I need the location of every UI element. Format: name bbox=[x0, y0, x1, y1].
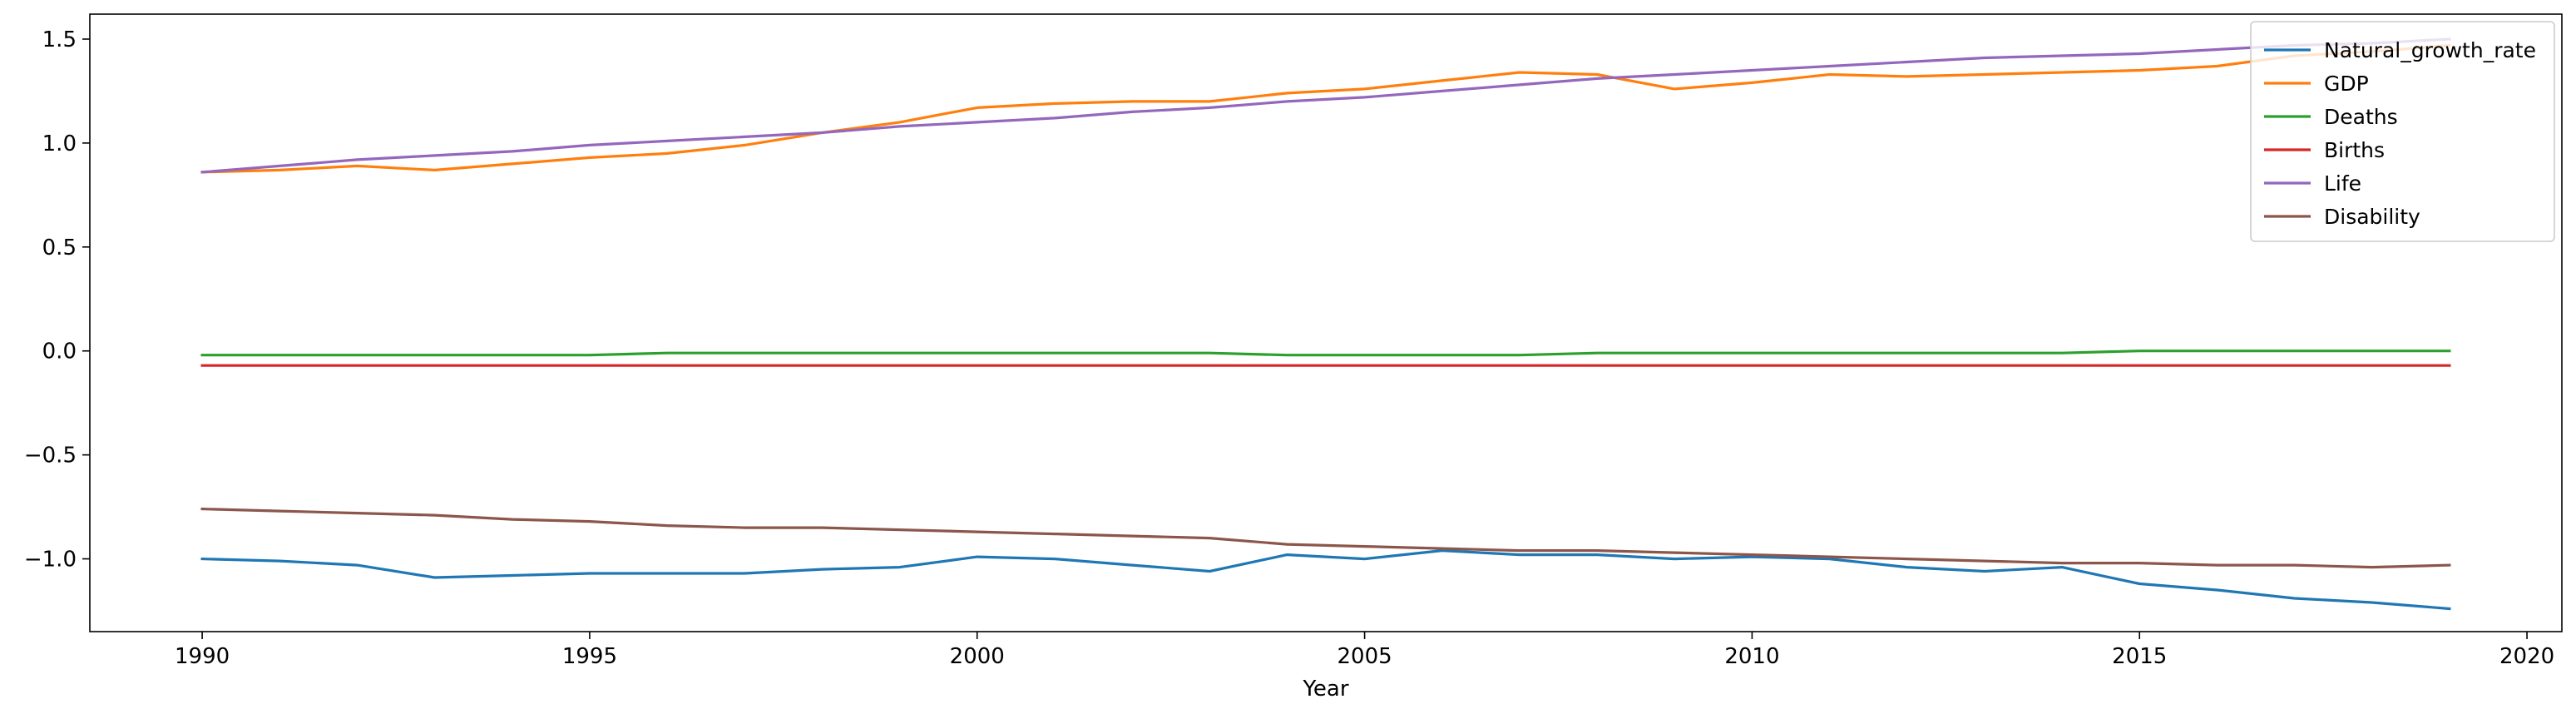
series-layer bbox=[200, 37, 2451, 611]
legend-label-life: Life bbox=[2324, 171, 2361, 196]
x-tick-label-2015: 2015 bbox=[2112, 644, 2167, 669]
x-axis: 1990 1995 2000 2005 2010 2015 2020 bbox=[175, 632, 2554, 669]
plot-area bbox=[90, 14, 2562, 632]
legend-label-natural-growth-rate: Natural_growth_rate bbox=[2324, 38, 2536, 62]
y-tick-label-5: −1.0 bbox=[24, 548, 77, 573]
legend-label-gdp: GDP bbox=[2324, 72, 2369, 96]
x-tick-label-2020: 2020 bbox=[2499, 644, 2554, 669]
y-tick-label-4: −0.5 bbox=[24, 444, 77, 469]
y-axis: 1.5 1.0 0.5 0.0 −0.5 −1.0 bbox=[24, 27, 90, 573]
legend: Natural_growth_rate GDP Deaths Births Life Di… bbox=[2250, 21, 2555, 242]
x-axis-title: Year bbox=[1302, 677, 1348, 702]
y-tick-label-0: 1.5 bbox=[42, 27, 77, 52]
y-tick-label-1: 1.0 bbox=[42, 131, 77, 156]
y-tick-label-2: 0.5 bbox=[42, 236, 77, 260]
series-line-gdp bbox=[200, 43, 2451, 174]
legend-label-disability: Disability bbox=[2324, 205, 2420, 229]
legend-label-births: Births bbox=[2324, 138, 2385, 162]
x-tick-label-2000: 2000 bbox=[950, 644, 1005, 669]
y-tick-label-3: 0.0 bbox=[42, 340, 77, 364]
x-tick-label-2005: 2005 bbox=[1337, 644, 1392, 669]
series-line-disability bbox=[200, 507, 2451, 569]
series-line-life bbox=[200, 37, 2451, 174]
plot-frame bbox=[89, 13, 2563, 632]
x-tick-label-2010: 2010 bbox=[1724, 644, 1779, 669]
x-tick-label-1990: 1990 bbox=[175, 644, 230, 669]
legend-frame bbox=[2250, 21, 2555, 242]
x-tick-label-1995: 1995 bbox=[562, 644, 617, 669]
series-line-deaths bbox=[200, 350, 2451, 357]
series-line-natural-growth-rate bbox=[200, 548, 2451, 611]
legend-label-deaths: Deaths bbox=[2324, 105, 2398, 129]
